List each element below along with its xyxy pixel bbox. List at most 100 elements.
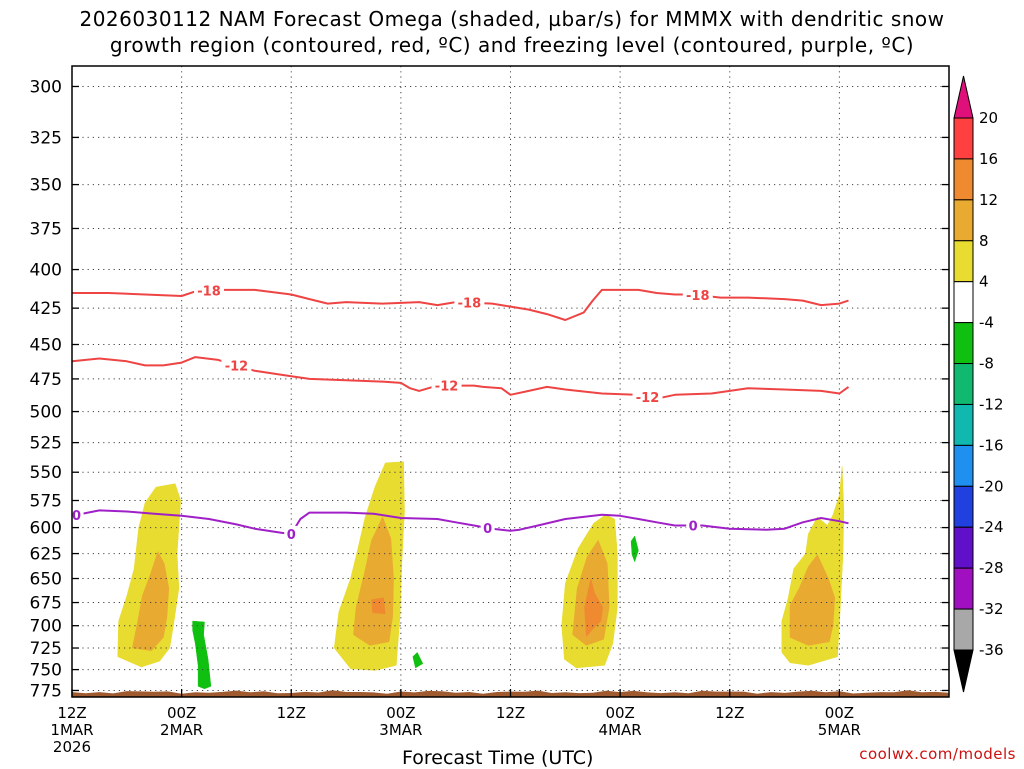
colorbar-label-2: 12	[979, 191, 998, 209]
freezing-level-0-label-1: 0	[287, 528, 296, 543]
omega-green-3-level-neg4	[630, 535, 639, 563]
y-tick-label-625: 625	[30, 545, 62, 565]
y-tick-label-700: 700	[30, 617, 62, 637]
colorbar-bin-11	[953, 567, 974, 610]
colorbar-label-8: -16	[979, 436, 1004, 454]
x-tick-label-72-0: 12Z	[715, 704, 744, 722]
colorbar-bin-3	[953, 240, 974, 283]
y-tick-label-525: 525	[30, 434, 62, 454]
isotherm-minus-12-label-bg-2	[632, 388, 663, 405]
colorbar-bin-0	[953, 117, 974, 160]
freezing-level-0-label-bg-1	[284, 525, 299, 542]
colorbar-bin-4	[953, 281, 974, 324]
omega-green-2-level-neg4	[412, 651, 424, 669]
y-tick-label-725: 725	[30, 639, 62, 659]
isotherm-minus-18-label-bg-1	[454, 294, 485, 311]
x-tick-label-60-1: 4MAR	[599, 721, 642, 739]
colorbar-bin-5	[953, 322, 974, 365]
freezing-level-0-label-bg-0	[69, 506, 84, 523]
colorbar-label-10: -24	[979, 518, 1004, 536]
colorbar-label-7: -12	[979, 395, 1004, 413]
x-tick-label-0-0: 12Z	[57, 704, 86, 722]
colorbar-bin-1	[953, 158, 974, 201]
site-credit: coolwx.com/models	[859, 745, 1016, 763]
colorbar-bin-6	[953, 363, 974, 405]
contour-layer	[72, 288, 850, 535]
y-tick-label-425: 425	[30, 299, 62, 319]
y-tick-label-400: 400	[30, 261, 62, 281]
isotherm-minus-12-label-bg-1	[431, 377, 462, 394]
x-tick-label-36-1: 3MAR	[379, 721, 422, 739]
freezing-level-0-label-2: 0	[483, 522, 492, 537]
y-tick-label-500: 500	[30, 403, 62, 423]
x-tick-label-84-0: 00Z	[825, 704, 854, 722]
y-tick-label-475: 475	[30, 370, 62, 390]
y-tick-label-550: 550	[30, 463, 62, 483]
y-tick-label-375: 375	[30, 219, 62, 239]
x-tick-label-0-1: 1MAR	[50, 721, 93, 739]
y-axis: 300 325 350 375 400 425 450 475 500 525 550 575 600 6…	[30, 77, 949, 701]
y-tick-label-325: 325	[30, 128, 62, 148]
omega-shading-layer	[72, 461, 949, 697]
isotherm-minus-18-label-bg-0	[194, 282, 225, 299]
x-tick-label-12-0: 00Z	[167, 704, 196, 722]
gridlines	[71, 66, 949, 697]
colorbar-label-13: -36	[979, 641, 1004, 659]
x-axis-label: Forecast Time (UTC)	[402, 747, 594, 769]
colorbar-bin-9	[953, 485, 974, 528]
colorbar-label-1: 16	[979, 150, 998, 168]
colorbar-label-4: 4	[979, 273, 989, 291]
colorbar-bin-7	[953, 403, 974, 446]
freezing-level-0-label-bg-3	[686, 517, 701, 534]
colorbar-label-5: -4	[979, 314, 994, 332]
isotherm-minus-12-label-1: -12	[435, 380, 459, 395]
isotherm-minus-12-label-2: -12	[636, 391, 660, 406]
isotherm-minus-12-label-0: -12	[225, 359, 249, 374]
colorbar-label-6: -8	[979, 355, 994, 373]
isotherm-minus-18-label-0: -18	[197, 285, 221, 300]
x-tick-label-24-0: 12Z	[277, 704, 306, 722]
chart-title-line-2: growth region (contoured, red, ºC) and f…	[109, 33, 915, 57]
colorbar-label-12: -32	[979, 600, 1004, 618]
y-tick-label-675: 675	[30, 594, 62, 614]
chart-title-line-1: 2026030112 NAM Forecast Omega (shaded, µ…	[79, 7, 945, 31]
omega-green-1-level-neg4	[192, 620, 212, 690]
colorbar-label-9: -20	[979, 477, 1004, 495]
colorbar-bin-12	[953, 608, 974, 651]
colorbar-label-3: 8	[979, 232, 989, 250]
y-tick-label-600: 600	[30, 519, 62, 539]
isotherm-minus-18-label-2: -18	[686, 289, 710, 304]
y-tick-label-350: 350	[30, 176, 62, 196]
colorbar-bin-8	[953, 444, 974, 487]
freezing-level-0-line	[72, 509, 849, 535]
x-tick-label-0-2: 2026	[53, 738, 91, 756]
omega-plume-2-level-12	[371, 597, 386, 615]
omega-plume-4-level-8	[789, 554, 836, 646]
contour-labels: -18 -18 -18 -12 -12 -12 0 0 0 0	[69, 282, 713, 543]
x-tick-label-36-0: 00Z	[386, 704, 415, 722]
isotherm-minus-18-label-1: -18	[458, 297, 482, 312]
colorbar-top-arrow	[953, 75, 974, 119]
freezing-level-0-label-3: 0	[689, 519, 698, 534]
freezing-level-0-label-0: 0	[72, 509, 81, 524]
y-tick-label-575: 575	[30, 492, 62, 512]
x-tick-label-12-1: 2MAR	[160, 721, 203, 739]
isotherm-minus-18-label-bg-2	[682, 287, 713, 304]
colorbar-bin-2	[953, 199, 974, 242]
colorbar-label-0: 20	[979, 109, 998, 127]
colorbar-label-11: -28	[979, 559, 1004, 577]
colorbar: 20 16 12 8 4 -4 -8 -12 -16 -20 -24 -28 -32 -36	[953, 75, 1004, 693]
y-tick-label-300: 300	[30, 77, 62, 97]
omega-plume-3-level-12	[584, 578, 604, 638]
freezing-level-0-label-bg-2	[480, 519, 495, 536]
colorbar-bin-10	[953, 526, 974, 569]
x-tick-label-60-0: 00Z	[605, 704, 634, 722]
y-tick-label-775: 775	[30, 681, 62, 701]
colorbar-bottom-arrow	[953, 649, 974, 693]
isotherm-minus-12-label-bg-0	[221, 357, 252, 374]
y-tick-label-450: 450	[30, 336, 62, 356]
omega-plume-1-level-8	[132, 550, 170, 651]
y-tick-label-750: 750	[30, 661, 62, 681]
